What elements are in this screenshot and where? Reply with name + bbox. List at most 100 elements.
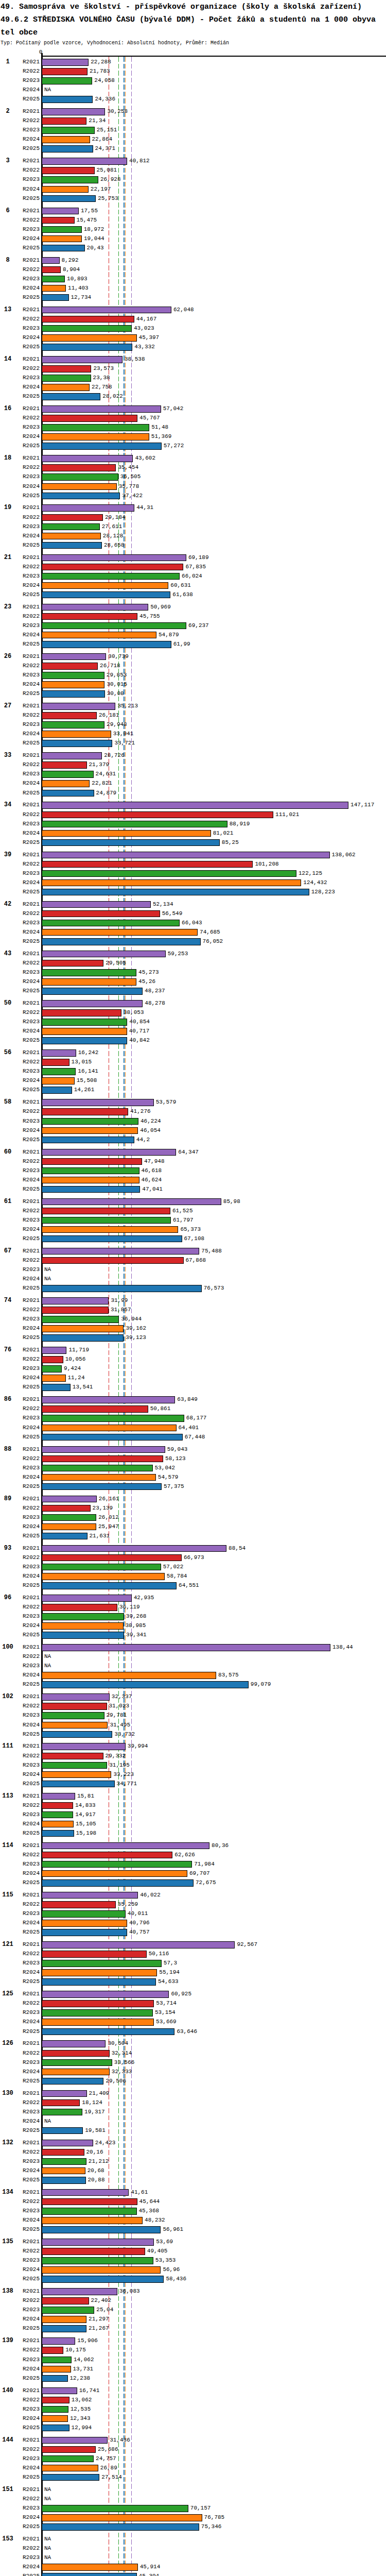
bar-R2022 (42, 1802, 73, 1809)
bar-value-label: 35,259 (118, 1901, 138, 1908)
row-label-R2024: R2024 (21, 2266, 40, 2274)
bar-value-label: 21,379 (89, 761, 110, 769)
bar-value-label: 45,644 (139, 2198, 160, 2206)
row-label-R2022: R2022 (21, 2446, 40, 2453)
bar-value-label: 64,551 (179, 1582, 199, 1589)
bar-value-label: 12,535 (71, 2406, 91, 2413)
bar-R2022 (42, 2149, 84, 2156)
group-label: 121 (0, 1941, 15, 1948)
row-label-R2022: R2022 (21, 2545, 40, 2552)
bar-value-label: 69,237 (188, 622, 209, 630)
bar-R2025 (42, 493, 120, 500)
bar-value-label: 40,717 (129, 1028, 150, 1035)
row-label-R2023: R2023 (21, 821, 40, 828)
bar-value-label: 61,99 (173, 641, 190, 648)
group-label: 132 (0, 2140, 15, 2146)
bar-R2024 (42, 2564, 138, 2571)
bar-R2021 (42, 703, 115, 710)
row-label-R2025: R2025 (21, 1879, 40, 1887)
bar-R2021 (42, 1198, 221, 1206)
bar-value-label: 57,3 (164, 1960, 177, 1967)
bar-value-label: 40,842 (129, 1037, 150, 1044)
row-label-R2022: R2022 (21, 1653, 40, 1660)
group-label: 2 (0, 108, 15, 115)
bar-value-label: 68,177 (186, 1415, 207, 1422)
bar-value-label: 23,139 (93, 1505, 113, 1512)
row-label-R2022: R2022 (21, 1505, 40, 1512)
row-label-R2024: R2024 (21, 2316, 40, 2323)
bar-R2023 (42, 1068, 76, 1075)
row-label-R2022: R2022 (21, 861, 40, 868)
bar-R2021 (42, 1743, 126, 1750)
row-label-R2024: R2024 (21, 285, 40, 292)
row-label-R2021: R2021 (21, 653, 40, 660)
bar-R2021 (42, 1149, 176, 1156)
row-label-R2022: R2022 (21, 1703, 40, 1710)
bar-R2025 (42, 2078, 103, 2085)
group-label: 126 (0, 2040, 15, 2047)
bar-R2024 (42, 1920, 127, 1927)
row-label-R2025: R2025 (21, 2375, 40, 2382)
bar-R2021 (42, 1297, 109, 1304)
bar-R2021 (42, 59, 89, 66)
bar-R2025 (42, 1384, 71, 1391)
bar-value-label: 12,734 (71, 294, 92, 301)
row-label-R2025: R2025 (21, 96, 40, 103)
bar-value-label: 72,675 (196, 1879, 216, 1887)
bar-value-label: 32,333 (112, 2069, 132, 2076)
bar-value-label: 24,757 (96, 2455, 116, 2463)
bar-R2022 (42, 712, 97, 719)
row-label-R2025: R2025 (21, 1434, 40, 1441)
bar-R2021 (42, 852, 330, 859)
row-label-R2025: R2025 (21, 889, 40, 896)
bar-R2025 (42, 790, 94, 797)
group-label: 8 (0, 257, 15, 264)
row-label-R2024: R2024 (21, 1920, 40, 1927)
chart-title-line2: 49.6.2 STŘEDISKA VOLNÉHO ČASU (bývalé DD… (1, 13, 376, 26)
bar-value-label: 21,631 (90, 1533, 110, 1540)
bar-R2025 (42, 2425, 69, 2432)
bar-R2024 (42, 384, 90, 391)
bar-R2023 (42, 1465, 153, 1472)
row-label-R2021: R2021 (21, 1496, 40, 1503)
row-label-R2022: R2022 (21, 1257, 40, 1264)
group-label: 88 (0, 1446, 15, 1453)
bar-value-label: 15,475 (77, 217, 97, 224)
bar-value-label: 45,273 (138, 969, 159, 976)
row-label-R2021: R2021 (21, 504, 40, 512)
row-label-R2023: R2023 (21, 1266, 40, 1274)
bar-R2021 (42, 307, 171, 314)
page: 49. Samospráva ve školství - příspěvkové… (0, 0, 386, 2576)
bar-value-label: 13,731 (73, 2366, 94, 2373)
row-label-R2023: R2023 (21, 523, 40, 531)
row-label-R2025: R2025 (21, 1137, 40, 1144)
bar-value-label: 51,48 (151, 424, 168, 431)
bar-value-label: 24,371 (95, 145, 116, 152)
bar-R2022 (42, 117, 86, 125)
chart-title-line1: 49. Samospráva ve školství - příspěvkové… (1, 1, 362, 13)
bar-R2021 (42, 1545, 226, 1552)
bar-value-label: 40,854 (129, 1019, 150, 1026)
row-label-R2021: R2021 (21, 1991, 40, 1998)
bar-value-label: 26,161 (99, 1496, 119, 1503)
row-label-R2023: R2023 (21, 473, 40, 481)
row-label-R2025: R2025 (21, 493, 40, 500)
row-label-R2021: R2021 (21, 405, 40, 413)
row-label-R2021: R2021 (21, 1248, 40, 1255)
bar-R2025 (42, 1978, 156, 1986)
bar-R2025 (42, 393, 100, 400)
bar-R2023 (42, 1019, 127, 1026)
bar-value-label: 20,16 (86, 2149, 103, 2156)
bar-R2022 (42, 266, 61, 274)
row-label-R2024: R2024 (21, 2217, 40, 2224)
bar-R2025 (42, 1533, 87, 1540)
group-label: 140 (0, 2387, 15, 2394)
bar-R2025 (42, 344, 132, 351)
bar-R2023 (42, 2357, 72, 2364)
bar-R2024 (42, 1028, 127, 1035)
bar-value-label: 69,707 (189, 1870, 210, 1877)
row-label-R2023: R2023 (21, 2505, 40, 2512)
bar-value-label: 31,436 (110, 2437, 130, 2444)
row-label-R2024: R2024 (21, 2069, 40, 2076)
bar-value-label: 43,023 (134, 325, 154, 332)
